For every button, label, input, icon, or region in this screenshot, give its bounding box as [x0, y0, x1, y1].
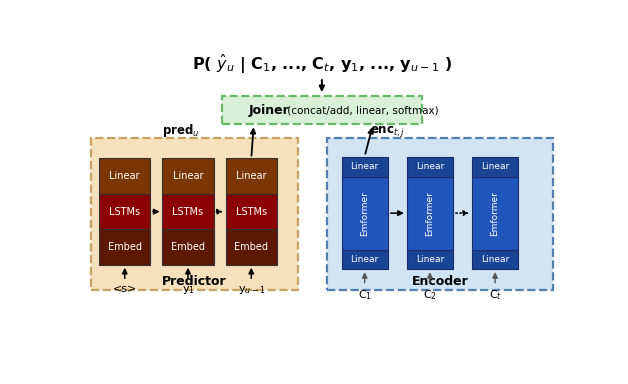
Text: Linear: Linear: [109, 171, 140, 181]
Text: y$_{u-1}$: y$_{u-1}$: [237, 284, 265, 296]
FancyBboxPatch shape: [327, 138, 553, 290]
Bar: [99, 194, 150, 229]
Text: Emformer: Emformer: [425, 191, 435, 235]
Text: <s>: <s>: [112, 284, 137, 294]
Text: pred$_u$: pred$_u$: [162, 122, 200, 139]
Text: Linear: Linear: [173, 171, 203, 181]
Bar: [407, 250, 453, 269]
Text: Encoder: Encoder: [412, 275, 468, 288]
Text: Linear: Linear: [416, 162, 444, 171]
Text: Predictor: Predictor: [161, 275, 226, 288]
Bar: [472, 177, 518, 250]
Bar: [472, 250, 518, 269]
Bar: [225, 229, 277, 265]
Text: C$_2$: C$_2$: [423, 288, 437, 302]
Bar: [99, 229, 150, 265]
Bar: [342, 250, 388, 269]
Bar: [99, 159, 150, 194]
Text: Linear: Linear: [481, 255, 509, 264]
Text: Linear: Linear: [481, 162, 509, 171]
Text: Linear: Linear: [350, 255, 379, 264]
Text: Embed: Embed: [171, 242, 205, 252]
Text: Joiner: Joiner: [249, 104, 290, 117]
Text: Emformer: Emformer: [490, 191, 500, 235]
FancyBboxPatch shape: [222, 96, 421, 124]
Bar: [225, 159, 277, 194]
Text: Linear: Linear: [350, 162, 379, 171]
Text: Embed: Embed: [108, 242, 142, 252]
Text: Emformer: Emformer: [360, 191, 369, 235]
FancyBboxPatch shape: [90, 138, 298, 290]
Bar: [407, 157, 453, 177]
Bar: [225, 194, 277, 229]
Text: C$_t$: C$_t$: [489, 288, 502, 302]
Text: Linear: Linear: [236, 171, 266, 181]
Bar: [342, 157, 388, 177]
Bar: [163, 194, 214, 229]
Text: C$_1$: C$_1$: [357, 288, 372, 302]
Text: (concat/add, linear, softmax): (concat/add, linear, softmax): [284, 105, 439, 115]
Bar: [163, 229, 214, 265]
Text: Embed: Embed: [234, 242, 268, 252]
Text: LSTMs: LSTMs: [109, 207, 140, 217]
Bar: [472, 157, 518, 177]
Bar: [163, 159, 214, 194]
Bar: [342, 177, 388, 250]
Text: LSTMs: LSTMs: [236, 207, 267, 217]
Text: P( $\hat{y}_u$ | C$_1$, ..., C$_t$, y$_1$, ..., y$_{u-1}$ ): P( $\hat{y}_u$ | C$_1$, ..., C$_t$, y$_1…: [192, 53, 452, 76]
Bar: [407, 177, 453, 250]
Text: LSTMs: LSTMs: [173, 207, 203, 217]
Text: Linear: Linear: [416, 255, 444, 264]
Text: enc$_{t, j}$: enc$_{t, j}$: [370, 124, 405, 139]
Text: y$_1$: y$_1$: [181, 284, 195, 296]
